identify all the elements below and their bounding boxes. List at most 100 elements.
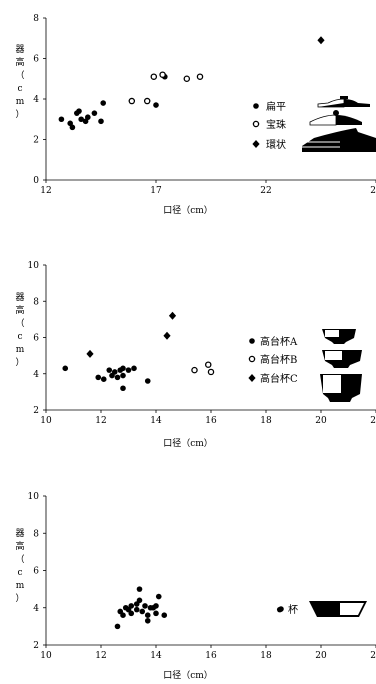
data-point [131, 365, 137, 372]
x-tick-label: 22 [260, 186, 271, 196]
y-tick-label: 2 [33, 406, 39, 416]
data-point [114, 374, 121, 381]
x-axis-label: 口径（cm） [163, 669, 213, 681]
y-tick-label: 4 [33, 95, 39, 105]
data-point [142, 603, 148, 609]
ring-lid-drawing [302, 128, 376, 152]
cup-chart: 2 4 6 8 10 10 12 14 16 18 20 22 器高（cm） 口径（cm） 杯 [15, 492, 376, 681]
y-tick-label: 8 [33, 529, 39, 539]
data-point [111, 369, 118, 375]
data-point [144, 617, 151, 624]
legend-marker [248, 355, 256, 363]
data-point [86, 349, 94, 358]
data-point [125, 367, 132, 373]
footed-cup-b-drawing [322, 350, 362, 368]
legend-marker [252, 140, 260, 148]
x-tick-label: 20 [315, 416, 327, 426]
y-tick-label: 2 [33, 136, 39, 146]
y-tick-label: 2 [33, 641, 39, 651]
data-point [100, 100, 106, 106]
y-tick-label: 10 [28, 261, 40, 271]
data-point [139, 608, 146, 615]
y-tick-label: 0 [33, 176, 39, 186]
y-tick-label: 6 [33, 55, 39, 65]
data-point [204, 361, 212, 368]
data-point [91, 110, 98, 116]
data-point [76, 108, 82, 114]
x-tick-label: 14 [150, 651, 162, 661]
data-point [128, 603, 135, 609]
x-tick-label: 12 [95, 651, 106, 661]
legend-marker [278, 606, 284, 612]
data-point [100, 376, 107, 382]
y-tick-label: 10 [28, 492, 40, 502]
data-point [95, 374, 102, 381]
y-tick-label: 4 [33, 604, 39, 614]
x-tick-label: 12 [40, 186, 51, 196]
data-point [183, 75, 191, 83]
data-point [161, 612, 168, 618]
data-point [136, 586, 143, 592]
legend-marker [249, 338, 255, 344]
x-axis-label: 口径（cm） [163, 437, 213, 449]
x-axis-label: 口径（cm） [163, 204, 213, 216]
data-point [144, 612, 151, 618]
data-point [120, 612, 126, 618]
data-point [159, 71, 166, 78]
data-point [78, 116, 84, 123]
legend-label: 扁平 [266, 100, 286, 113]
data-point [136, 597, 143, 604]
x-tick-label: 17 [150, 186, 162, 196]
data-point [150, 73, 158, 80]
footed-cup-c-drawing [320, 374, 362, 402]
data-point [106, 367, 113, 373]
y-tick-label: 8 [33, 14, 39, 24]
x-tick-label: 10 [40, 416, 52, 426]
data-point [196, 73, 204, 80]
data-point [120, 365, 126, 372]
y-axis-label: 器高（ c m） [15, 292, 24, 368]
data-point [128, 610, 135, 617]
y-tick-label: 8 [33, 297, 39, 307]
x-tick-label: 10 [40, 651, 52, 661]
data-point [69, 124, 76, 131]
legend-label: 高台杯B [260, 353, 297, 366]
x-tick-label: 18 [260, 651, 272, 661]
data-point [155, 593, 162, 600]
x-tick-label: 22 [370, 651, 376, 661]
data-point [153, 603, 159, 609]
x-tick-label: 22 [370, 416, 376, 426]
data-point [128, 97, 136, 105]
y-tick-label: 4 [33, 370, 39, 380]
data-point [163, 331, 171, 340]
data-point [168, 311, 177, 320]
x-tick-label: 14 [150, 416, 162, 426]
x-tick-label: 12 [95, 416, 106, 426]
data-point [144, 378, 151, 384]
x-tick-label: 16 [205, 651, 217, 661]
legend-label: 杯 [288, 603, 298, 616]
data-point [120, 372, 126, 379]
y-axis-label: 器高（ c m） [15, 528, 24, 604]
footed-cup-a-drawing [322, 329, 356, 344]
data-point [120, 385, 126, 392]
legend-marker [248, 374, 256, 382]
y-tick-label: 6 [33, 334, 39, 344]
legend-label: 高台杯C [260, 372, 298, 385]
data-point [207, 368, 215, 376]
data-point [58, 116, 65, 123]
legend-label: 宝珠 [266, 118, 286, 131]
legend-label: 高台杯A [260, 335, 298, 348]
data-point [153, 610, 159, 617]
x-tick-label: 20 [315, 651, 327, 661]
footed-cup-chart: 2 4 6 8 10 10 12 14 16 18 20 22 器高（cm） 口径（cm） 高台杯A 高台杯B… [15, 261, 376, 449]
legend-label: 環状 [266, 138, 286, 151]
data-point [62, 365, 69, 372]
data-point [133, 606, 140, 613]
x-tick-label: 18 [260, 416, 272, 426]
flat-lid-drawing [317, 96, 370, 108]
y-axis-label: 器高（ c m） [15, 44, 24, 120]
data-point [153, 102, 159, 108]
data-point [143, 97, 151, 105]
